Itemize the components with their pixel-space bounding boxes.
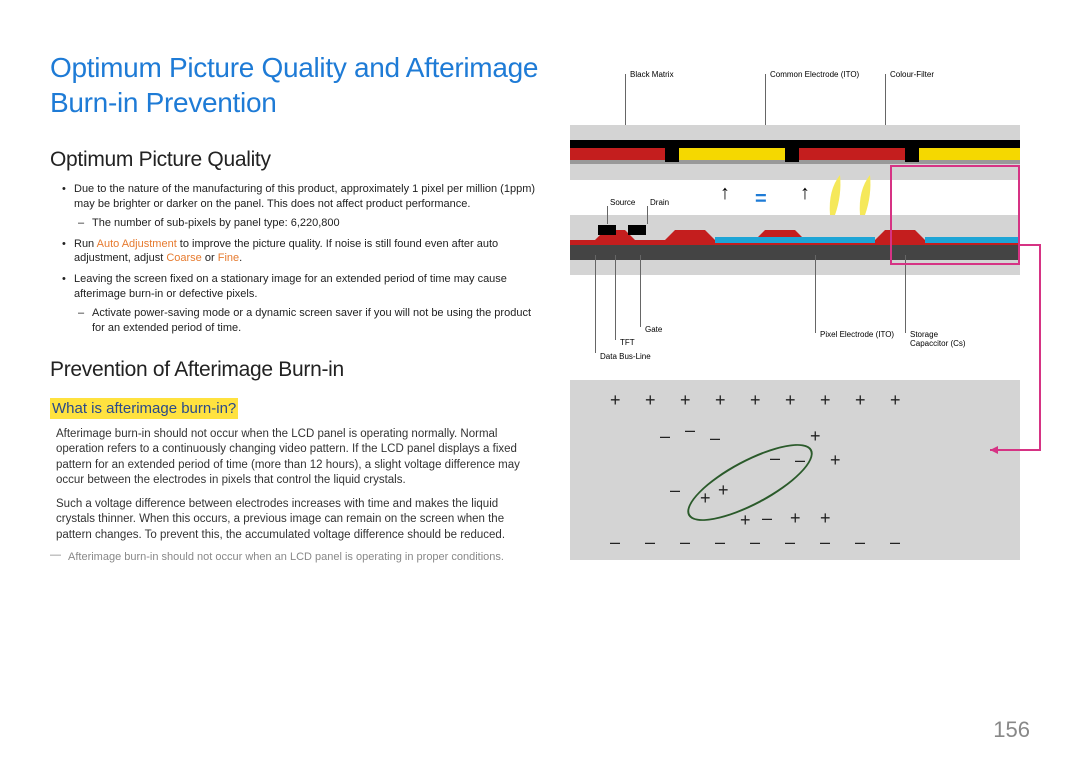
page-number: 156 xyxy=(993,717,1030,743)
para: Afterimage burn-in should not occur when… xyxy=(50,427,540,489)
bullet-item: Due to the nature of the manufacturing o… xyxy=(74,182,540,231)
page-content: Optimum Picture Quality and Afterimage B… xyxy=(50,50,1030,563)
bullet-text: or xyxy=(202,252,218,264)
section2-heading: Prevention of Afterimage Burn-in xyxy=(50,358,540,382)
label-tft: TFT xyxy=(620,338,635,347)
para: Such a voltage difference between electr… xyxy=(50,497,540,544)
label-drain: Drain xyxy=(650,198,669,207)
sub-bullet: The number of sub-pixels by panel type: … xyxy=(92,216,540,231)
right-column: Black Matrix Common Electrode (ITO) Colo… xyxy=(570,50,1020,563)
label-storage: Storage Capaccitor (Cs) xyxy=(910,330,970,348)
link-coarse: Coarse xyxy=(166,252,201,264)
bullet-item: Run Auto Adjustment to improve the pictu… xyxy=(74,237,540,267)
label-pixel-electrode: Pixel Electrode (ITO) xyxy=(820,330,894,339)
section2-subheading: What is afterimage burn-in? xyxy=(50,398,238,419)
bullet-item: Leaving the screen fixed on a stationary… xyxy=(74,272,540,335)
label-black-matrix: Black Matrix xyxy=(630,70,674,79)
link-fine: Fine xyxy=(218,252,239,264)
page-title: Optimum Picture Quality and Afterimage B… xyxy=(50,50,540,120)
section1-heading: Optimum Picture Quality xyxy=(50,148,540,172)
left-column: Optimum Picture Quality and Afterimage B… xyxy=(50,50,540,563)
footnote: Afterimage burn-in should not occur when… xyxy=(50,551,540,563)
bullet-text: Due to the nature of the manufacturing o… xyxy=(74,183,535,210)
section1-bullets: Due to the nature of the manufacturing o… xyxy=(50,182,540,336)
label-common-electrode: Common Electrode (ITO) xyxy=(770,70,859,79)
label-colour-filter: Colour-Filter xyxy=(890,70,934,79)
label-source: Source xyxy=(610,198,635,207)
bullet-text: Run xyxy=(74,238,97,250)
sub-bullet: Activate power-saving mode or a dynamic … xyxy=(92,306,540,336)
bullet-text: . xyxy=(239,252,242,264)
lcd-cross-section-diagram: Black Matrix Common Electrode (ITO) Colo… xyxy=(570,70,1020,370)
label-gate: Gate xyxy=(645,325,662,334)
label-data-bus: Data Bus-Line xyxy=(600,352,651,361)
magenta-highlight xyxy=(890,165,1020,265)
charge-pattern-diagram: + + + + + + + + + – – – + – – + – + + + … xyxy=(570,380,1020,560)
bullet-text: Leaving the screen fixed on a stationary… xyxy=(74,273,507,300)
link-auto-adjustment: Auto Adjustment xyxy=(97,238,177,250)
